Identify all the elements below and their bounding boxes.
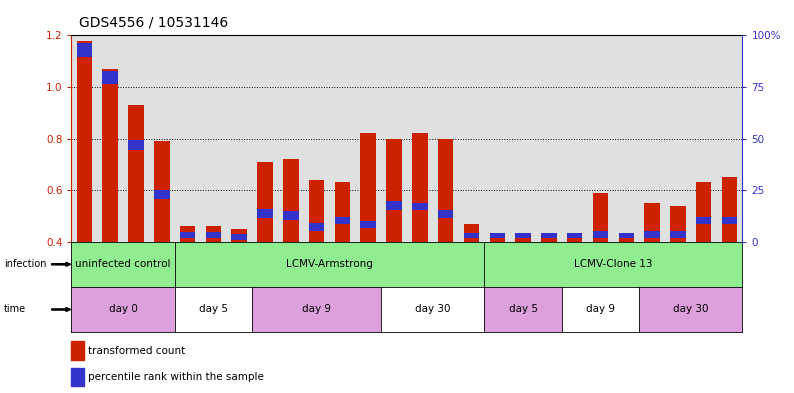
Text: uninfected control: uninfected control (75, 259, 171, 269)
Bar (412, 133, 427, 242)
Bar (489, 237, 505, 242)
Bar (257, 162, 273, 242)
Bar (309, 223, 324, 231)
Bar (128, 105, 144, 242)
Bar (644, 231, 660, 238)
Text: day 0: day 0 (109, 305, 137, 314)
Text: day 9: day 9 (586, 305, 615, 314)
Bar (179, 226, 195, 242)
Text: day 30: day 30 (673, 305, 708, 314)
Bar (644, 203, 660, 242)
Bar (412, 203, 427, 210)
Bar (484, 287, 562, 332)
Text: time: time (4, 305, 26, 314)
Text: day 30: day 30 (415, 305, 450, 314)
Bar (438, 138, 453, 242)
Bar (179, 232, 195, 238)
Text: transformed count: transformed count (88, 345, 186, 356)
Bar (76, 43, 92, 57)
Bar (670, 206, 685, 242)
Bar (381, 287, 484, 332)
Bar (175, 242, 484, 287)
Text: LCMV-Clone 13: LCMV-Clone 13 (574, 259, 653, 269)
Bar (360, 221, 376, 228)
Bar (438, 211, 453, 218)
Bar (592, 231, 608, 238)
Bar (562, 287, 639, 332)
Bar (252, 287, 381, 332)
Bar (283, 159, 299, 242)
Bar (464, 224, 479, 242)
Bar (515, 233, 530, 238)
Bar (541, 237, 557, 242)
Bar (334, 182, 350, 242)
Bar (386, 138, 402, 242)
Bar (696, 182, 711, 242)
Bar (722, 177, 737, 242)
Bar (71, 287, 175, 332)
Bar (76, 40, 92, 242)
Text: percentile rank within the sample: percentile rank within the sample (88, 372, 264, 382)
Bar (231, 235, 247, 240)
Bar (670, 231, 685, 238)
Bar (360, 133, 376, 242)
Bar (206, 226, 221, 242)
Bar (567, 233, 582, 238)
Bar (71, 368, 83, 386)
Bar (619, 237, 634, 242)
Bar (484, 242, 742, 287)
Bar (71, 341, 83, 360)
Bar (619, 233, 634, 238)
Bar (283, 211, 299, 220)
Bar (257, 209, 273, 218)
Bar (592, 193, 608, 242)
Bar (175, 287, 252, 332)
Bar (567, 237, 582, 242)
Bar (515, 237, 530, 242)
Bar (489, 233, 505, 238)
Text: LCMV-Armstrong: LCMV-Armstrong (286, 259, 373, 269)
Bar (334, 217, 350, 224)
Bar (71, 242, 175, 287)
Text: day 5: day 5 (198, 305, 228, 314)
Bar (722, 217, 737, 224)
Bar (154, 141, 169, 242)
Bar (541, 233, 557, 238)
Text: infection: infection (4, 259, 47, 269)
Text: GDS4556 / 10531146: GDS4556 / 10531146 (79, 15, 229, 29)
Bar (231, 229, 247, 242)
Bar (696, 217, 711, 224)
Bar (309, 180, 324, 242)
Bar (464, 233, 479, 238)
Bar (639, 287, 742, 332)
Text: day 9: day 9 (302, 305, 331, 314)
Bar (154, 190, 169, 199)
Bar (102, 72, 118, 84)
Bar (102, 69, 118, 242)
Bar (206, 232, 221, 238)
Bar (386, 201, 402, 210)
Bar (128, 140, 144, 150)
Text: day 5: day 5 (508, 305, 538, 314)
